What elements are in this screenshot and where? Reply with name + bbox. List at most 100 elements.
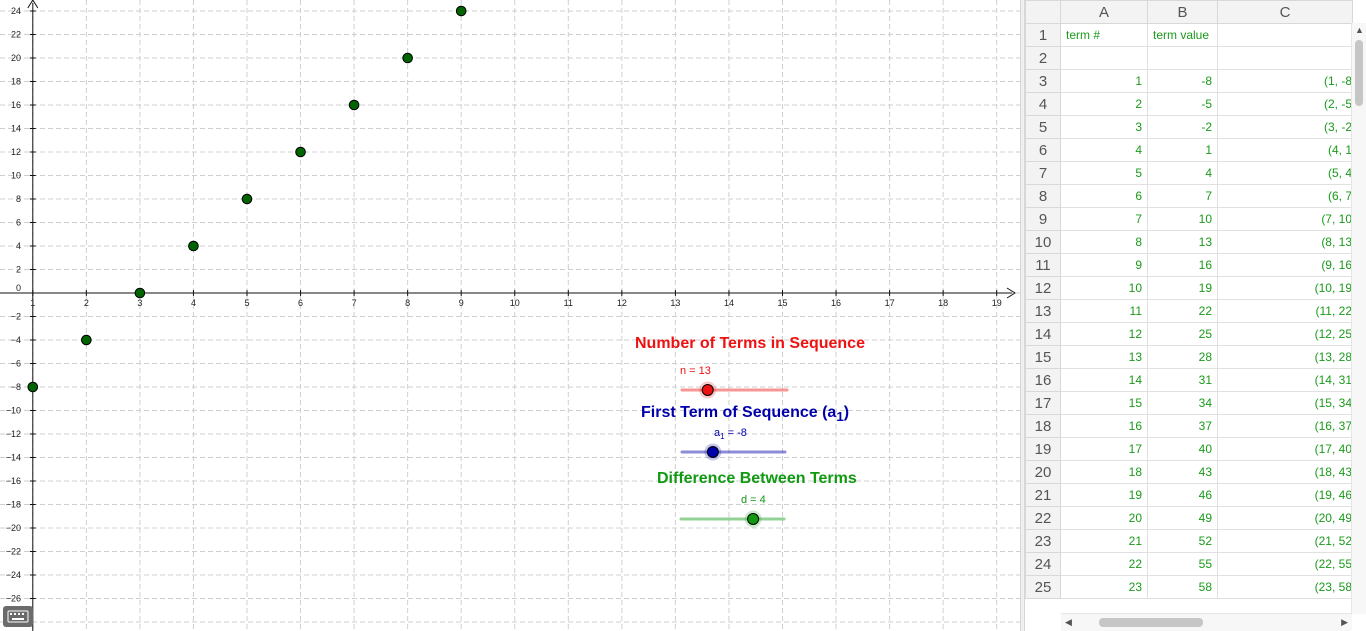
column-header-b[interactable]: B — [1147, 0, 1218, 24]
keyboard-icon[interactable] — [3, 606, 33, 627]
row-header[interactable]: 25 — [1025, 575, 1061, 599]
cell-b[interactable]: 10 — [1147, 207, 1218, 231]
row-header[interactable]: 3 — [1025, 69, 1061, 93]
cell-c[interactable]: (4, 1 — [1217, 138, 1353, 162]
row-header[interactable]: 17 — [1025, 391, 1061, 415]
cell-b[interactable]: 37 — [1147, 414, 1218, 438]
cell-c[interactable]: (2, -5 — [1217, 92, 1353, 116]
row-header[interactable]: 23 — [1025, 529, 1061, 553]
cell-a[interactable]: 16 — [1060, 414, 1148, 438]
cell-b[interactable]: -2 — [1147, 115, 1218, 139]
cell-b[interactable]: 4 — [1147, 161, 1218, 185]
cell-c[interactable]: (21, 52 — [1217, 529, 1353, 553]
sequence-point[interactable] — [348, 99, 360, 111]
row-header[interactable]: 21 — [1025, 483, 1061, 507]
row-header[interactable]: 9 — [1025, 207, 1061, 231]
cell-c[interactable]: (8, 13 — [1217, 230, 1353, 254]
cell-b[interactable]: 19 — [1147, 276, 1218, 300]
cell-c[interactable]: (18, 43 — [1217, 460, 1353, 484]
cell-c[interactable]: (20, 49 — [1217, 506, 1353, 530]
coordinate-plane[interactable]: 1 2 3 4 5 6 7 8 9 10 11 12 13 14 15 16 17 18 1924222018161… — [0, 0, 1020, 631]
cell-b[interactable]: 13 — [1147, 230, 1218, 254]
slider-handle[interactable] — [706, 446, 719, 458]
sequence-point[interactable] — [402, 52, 413, 64]
sequence-point[interactable] — [295, 146, 306, 158]
cell-c[interactable]: (13, 28 — [1217, 345, 1353, 369]
cell-b[interactable]: 58 — [1147, 575, 1218, 599]
cell-b[interactable]: 46 — [1147, 483, 1218, 507]
cell-b[interactable]: -8 — [1147, 69, 1218, 93]
cell-c[interactable]: (9, 16 — [1217, 253, 1353, 277]
cell-b[interactable]: 7 — [1147, 184, 1218, 208]
sequence-point[interactable] — [81, 334, 92, 346]
row-header[interactable]: 6 — [1025, 138, 1061, 162]
cell-a[interactable]: 3 — [1060, 115, 1148, 139]
cell-c[interactable]: (23, 58 — [1217, 575, 1353, 599]
cell-c[interactable] — [1217, 23, 1353, 47]
cell-c[interactable]: (15, 34 — [1217, 391, 1353, 415]
cell-a[interactable]: 6 — [1060, 184, 1148, 208]
row-header[interactable]: 2 — [1025, 46, 1061, 70]
row-header[interactable]: 14 — [1025, 322, 1061, 346]
cell-a[interactable]: 2 — [1060, 92, 1148, 116]
row-header[interactable]: 18 — [1025, 414, 1061, 438]
cell-c[interactable]: (5, 4 — [1217, 161, 1353, 185]
cell-c[interactable]: (10, 19 — [1217, 276, 1353, 300]
cell-c[interactable]: (6, 7 — [1217, 184, 1353, 208]
cell-a[interactable]: 5 — [1060, 161, 1148, 185]
row-header[interactable]: 8 — [1025, 184, 1061, 208]
cell-b[interactable]: 31 — [1147, 368, 1218, 392]
cell-a[interactable]: 7 — [1060, 207, 1148, 231]
column-header-c[interactable]: C — [1217, 0, 1353, 24]
row-header[interactable]: 1 — [1025, 23, 1061, 47]
cell-b[interactable]: 28 — [1147, 345, 1218, 369]
cell-a[interactable]: 1 — [1060, 69, 1148, 93]
scroll-left-arrow-icon[interactable]: ◀ — [1065, 617, 1072, 627]
cell-c[interactable]: (1, -8 — [1217, 69, 1353, 93]
sequence-point[interactable] — [455, 5, 467, 17]
cell-b[interactable]: 52 — [1147, 529, 1218, 553]
row-header[interactable]: 10 — [1025, 230, 1061, 254]
cell-c[interactable]: (14, 31 — [1217, 368, 1353, 392]
cell-a[interactable]: 23 — [1060, 575, 1148, 599]
row-header[interactable]: 7 — [1025, 161, 1061, 185]
cell-c[interactable]: (22, 55 — [1217, 552, 1353, 576]
vertical-scrollbar[interactable]: ▲ — [1351, 23, 1366, 614]
cell-a[interactable]: 10 — [1060, 276, 1148, 300]
scroll-right-arrow-icon[interactable]: ▶ — [1341, 617, 1348, 627]
row-header[interactable]: 15 — [1025, 345, 1061, 369]
cell-b[interactable]: 55 — [1147, 552, 1218, 576]
cell-a[interactable]: 12 — [1060, 322, 1148, 346]
cell-c[interactable]: (7, 10 — [1217, 207, 1353, 231]
cell-a[interactable]: 8 — [1060, 230, 1148, 254]
column-header-a[interactable]: A — [1060, 0, 1148, 24]
spreadsheet-grid[interactable]: A B C 1 term # term value 2 3 1 -8 (1, -8 4 2 -5 (2… — [1025, 0, 1353, 599]
cell-a[interactable] — [1060, 46, 1148, 70]
row-header[interactable]: 19 — [1025, 437, 1061, 461]
row-header[interactable]: 16 — [1025, 368, 1061, 392]
cell-a[interactable]: 13 — [1060, 345, 1148, 369]
cell-c[interactable]: (17, 40 — [1217, 437, 1353, 461]
row-header[interactable]: 5 — [1025, 115, 1061, 139]
sequence-point[interactable] — [27, 381, 39, 393]
cell-c[interactable] — [1217, 46, 1353, 70]
cell-b[interactable]: 16 — [1147, 253, 1218, 277]
row-header[interactable]: 22 — [1025, 506, 1061, 530]
cell-a[interactable]: 20 — [1060, 506, 1148, 530]
cell-c[interactable]: (16, 37 — [1217, 414, 1353, 438]
row-header[interactable]: 12 — [1025, 276, 1061, 300]
corner-cell[interactable] — [1025, 0, 1061, 24]
cell-a[interactable]: term # — [1060, 23, 1148, 47]
vertical-scroll-thumb[interactable] — [1355, 40, 1363, 106]
sequence-point[interactable] — [241, 193, 253, 205]
cell-a[interactable]: 18 — [1060, 460, 1148, 484]
cell-a[interactable]: 9 — [1060, 253, 1148, 277]
scroll-up-arrow-icon[interactable]: ▲ — [1355, 25, 1364, 35]
row-header[interactable]: 11 — [1025, 253, 1061, 277]
graphics-view[interactable]: 1 2 3 4 5 6 7 8 9 10 11 12 13 14 15 16 17 18 19 24 22 20 18 16 1… — [0, 0, 1020, 631]
cell-a[interactable]: 17 — [1060, 437, 1148, 461]
cell-b[interactable] — [1147, 46, 1218, 70]
cell-b[interactable]: -5 — [1147, 92, 1218, 116]
cell-b[interactable]: 43 — [1147, 460, 1218, 484]
sequence-point[interactable] — [134, 287, 146, 299]
